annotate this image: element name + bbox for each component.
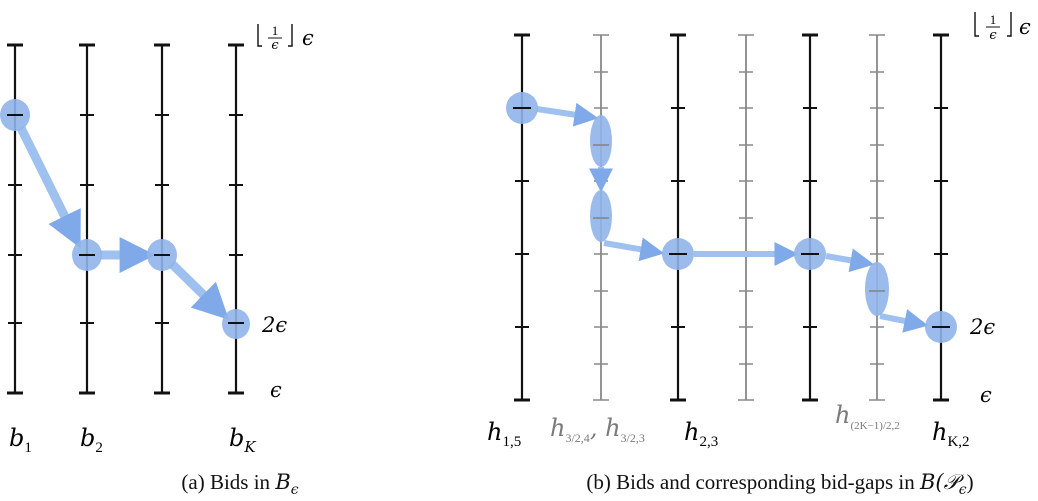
- arrow-gap-to-hK: [879, 309, 929, 333]
- axis-label-b1: b1: [9, 424, 32, 456]
- axis-h-gap-mid: [738, 34, 754, 401]
- svg-text:1: 1: [990, 12, 997, 27]
- bid-gap-node-lower: [590, 190, 612, 242]
- svg-text:ϵ: ϵ: [1019, 15, 1031, 39]
- caption-a: (a) Bids in Bϵ: [181, 470, 298, 498]
- panel-b-arrows: [536, 102, 929, 333]
- svg-text:ϵ: ϵ: [989, 28, 997, 43]
- panel-a-top-label: 1 ϵ ϵ: [257, 23, 314, 53]
- axis-h3: [802, 33, 818, 402]
- arrow-h3-to-gap: [825, 248, 875, 273]
- panel-b: 1 ϵ ϵ 2ϵ ϵ h1,5 h3/2,4, h3/2,3 h2,3 h(2K…: [487, 12, 1031, 498]
- axis-b2: [79, 43, 95, 395]
- axis-h2: [670, 33, 686, 402]
- axis-h-gap-2K: [869, 34, 885, 401]
- bid-gap-node-upper: [590, 115, 612, 167]
- axis-label-h1: h1,5: [487, 418, 521, 450]
- panel-a-arrows: [16, 126, 230, 320]
- panel-a: 1 ϵ ϵ 2ϵ ϵ b1 b2 bK (a) Bids in Bϵ: [0, 23, 314, 498]
- axis-label-h2: h2,3: [684, 418, 718, 450]
- label-2eps-a: 2ϵ: [261, 313, 287, 337]
- bid-gap-node-2K: [865, 262, 889, 316]
- label-eps-b: ϵ: [980, 383, 992, 407]
- panel-a-axis-labels: b1 b2 bK: [9, 424, 256, 456]
- arrow-b3-to-bK: [168, 260, 230, 320]
- panel-a-axes: [7, 43, 244, 395]
- axis-bK: [228, 43, 244, 395]
- axis-b3: [154, 43, 170, 395]
- caption-b: (b) Bids and corresponding bid-gaps in B…: [586, 470, 973, 498]
- label-2eps-b: 2ϵ: [969, 315, 995, 339]
- svg-text:1: 1: [272, 23, 279, 38]
- axis-label-hK: hK,2: [932, 418, 970, 450]
- arrow-h1-to-gap: [536, 102, 599, 127]
- arrow-gap-to-h2: [603, 237, 665, 262]
- panel-b-nodes: [506, 92, 957, 343]
- arrow-b1-to-b2: [16, 126, 81, 249]
- axis-h1: [514, 33, 530, 402]
- axis-label-h-gap-2K: h(2K−1)/2,2: [835, 401, 900, 432]
- axis-hK: [933, 33, 949, 402]
- label-eps-a: ϵ: [270, 378, 282, 402]
- panel-b-node-ticks: [513, 107, 950, 328]
- panel-b-axes: [514, 33, 949, 402]
- axis-label-h-gap-32: h3/2,4, h3/2,3: [550, 414, 645, 445]
- svg-text:ϵ: ϵ: [271, 38, 279, 53]
- panel-b-gap-node-ticks: [593, 144, 885, 292]
- panel-a-node-ticks: [7, 114, 244, 324]
- axis-label-b2: b2: [80, 424, 103, 456]
- axis-label-bK: bK: [229, 424, 256, 456]
- axis-b1: [7, 43, 23, 395]
- panel-b-top-label: 1 ϵ ϵ: [974, 12, 1031, 43]
- panel-b-axis-labels: h1,5 h3/2,4, h3/2,3 h2,3 h(2K−1)/2,2 hK,…: [487, 401, 970, 450]
- svg-text:ϵ: ϵ: [302, 26, 314, 50]
